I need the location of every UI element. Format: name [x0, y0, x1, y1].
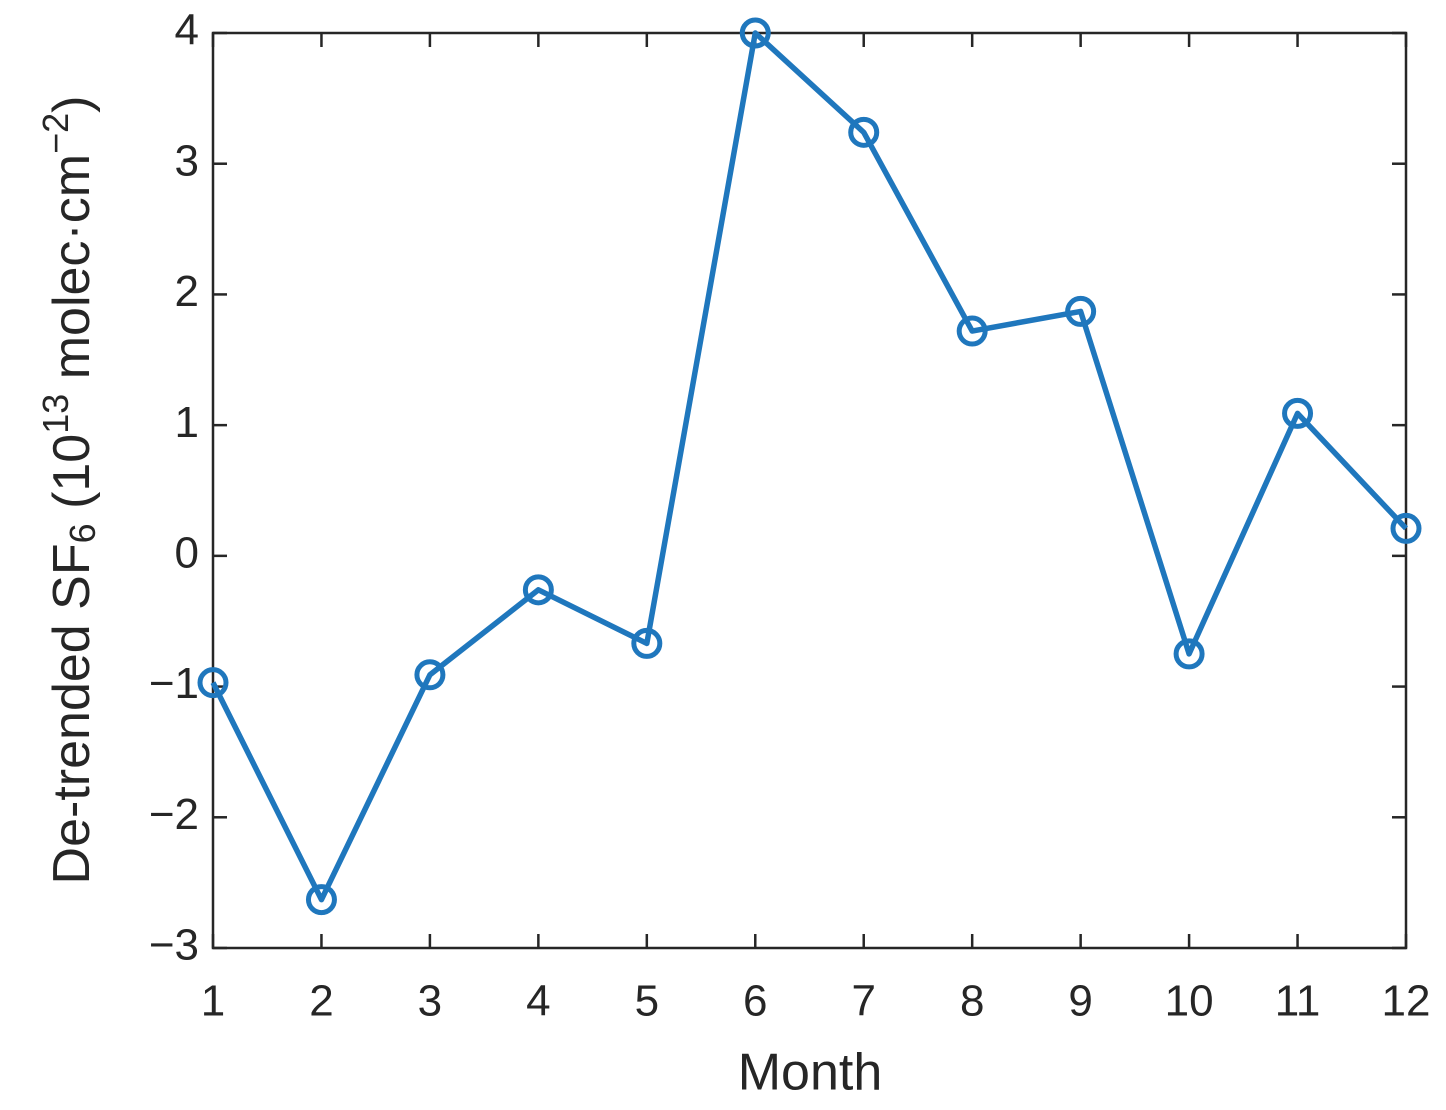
x-tick-label: 4	[526, 977, 550, 1026]
x-tick-label: 12	[1382, 977, 1431, 1026]
x-tick-label: 9	[1068, 977, 1092, 1026]
y-axis-label-part: 13	[35, 394, 76, 434]
y-axis-label-part: molec·cm	[43, 154, 101, 394]
data-marker	[631, 627, 663, 659]
x-tick-label: 7	[851, 977, 875, 1026]
data-marker	[1390, 512, 1422, 544]
plot-frame	[211, 31, 1408, 950]
y-tick-label: −1	[149, 659, 199, 708]
y-tick-label: 3	[175, 136, 199, 185]
y-axis-label-part: (10	[43, 434, 101, 524]
y-axis-label-part: )	[43, 96, 101, 113]
x-tick-label: 10	[1165, 977, 1214, 1026]
data-marker	[522, 574, 554, 606]
y-tick-label: −3	[149, 921, 199, 970]
data-line	[210, 30, 1409, 903]
y-tick-label: −2	[149, 790, 199, 839]
y-axis-label: De-trended SF6 (1013 molec·cm−2)	[35, 96, 103, 885]
x-tick-label: 5	[635, 977, 659, 1026]
y-tick-label: 0	[175, 528, 199, 577]
y-axis-label-part: 6	[62, 523, 103, 543]
data-marker	[956, 315, 988, 347]
data-marker	[197, 667, 229, 699]
x-tick-label: 1	[201, 977, 225, 1026]
x-tick-label: 11	[1275, 977, 1321, 1026]
data-marker	[1282, 397, 1314, 429]
data-marker	[1065, 295, 1097, 327]
data-marker	[848, 116, 880, 148]
x-tick-label: 6	[743, 977, 767, 1026]
data-marker	[739, 17, 771, 49]
y-axis-label-part: −2	[35, 113, 76, 154]
y-tick-label: 2	[175, 267, 199, 316]
data-marker	[1173, 638, 1205, 670]
data-marker	[414, 659, 446, 691]
y-tick-label: 1	[175, 398, 199, 447]
data-marker	[305, 884, 337, 916]
x-axis-label: Month	[738, 1044, 883, 1102]
y-axis-label-part: De-trended SF	[43, 543, 101, 884]
x-tick-label: 3	[418, 977, 442, 1026]
x-tick-label: 2	[309, 977, 333, 1026]
y-tick-label: 4	[175, 6, 199, 55]
x-tick-label: 8	[960, 977, 984, 1026]
